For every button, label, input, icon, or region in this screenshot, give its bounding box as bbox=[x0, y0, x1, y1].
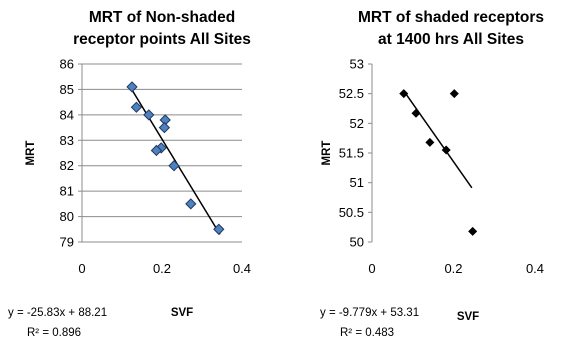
y-tick-label: 85 bbox=[60, 82, 74, 97]
r-squared-label: R² = 0.896 bbox=[27, 327, 81, 339]
x-tick-label: 0.2 bbox=[153, 261, 171, 276]
x-tick-label: 0 bbox=[78, 261, 85, 276]
y-tick-label: 81 bbox=[60, 184, 74, 199]
data-point bbox=[441, 145, 451, 155]
data-point bbox=[168, 160, 180, 172]
chart-title-line: at 1400 hrs All Sites bbox=[378, 31, 524, 48]
y-tick-label: 51.5 bbox=[339, 146, 364, 161]
data-point bbox=[143, 109, 155, 121]
y-tick-label: 83 bbox=[60, 133, 74, 148]
trendline-equation: y = -9.779x + 53.31 bbox=[320, 307, 419, 319]
x-axis-title: SVF bbox=[171, 307, 193, 319]
y-tick-label: 52 bbox=[350, 116, 364, 131]
data-point bbox=[468, 226, 478, 236]
chart-2: MRT of shaded receptors at 1400 hrs All S… bbox=[320, 9, 544, 339]
trendline-equation: y = -25.83x + 88.21 bbox=[8, 307, 107, 319]
data-point bbox=[449, 89, 459, 99]
data-point bbox=[213, 223, 225, 235]
data-point bbox=[150, 144, 163, 157]
x-tick-label: 0.2 bbox=[444, 261, 462, 276]
data-point bbox=[126, 81, 138, 93]
data-point bbox=[185, 198, 197, 210]
y-tick-label: 86 bbox=[60, 57, 74, 72]
data-point bbox=[399, 89, 409, 99]
data-point bbox=[425, 137, 435, 147]
chart-title-line: MRT of Non-shaded bbox=[89, 9, 235, 26]
y-tick-label: 50 bbox=[350, 235, 364, 250]
y-tick-label: 51 bbox=[350, 175, 364, 190]
r-squared-label: R² = 0.483 bbox=[340, 327, 394, 339]
data-point bbox=[411, 108, 421, 118]
y-tick-label: 79 bbox=[60, 235, 74, 250]
y-axis-title: MRT bbox=[321, 141, 333, 166]
trendline bbox=[403, 91, 473, 189]
data-point bbox=[130, 101, 143, 113]
x-tick-label: 0.4 bbox=[233, 261, 251, 276]
y-tick-label: 84 bbox=[60, 107, 74, 122]
x-tick-label: 0 bbox=[368, 261, 375, 276]
chart-1: MRT of Non-shaded receptor points All Sit… bbox=[8, 9, 251, 339]
data-point bbox=[158, 121, 171, 134]
y-axis-title: MRT bbox=[25, 141, 37, 166]
x-tick-label: 0.4 bbox=[526, 261, 544, 276]
y-tick-label: 52.5 bbox=[339, 86, 364, 101]
chart-title-line: MRT of shaded receptors bbox=[358, 9, 544, 26]
y-tick-label: 50.5 bbox=[339, 205, 364, 220]
y-tick-label: 82 bbox=[60, 158, 74, 173]
chart-title-line: receptor points All Sites bbox=[73, 31, 251, 48]
x-axis-title: SVF bbox=[457, 311, 479, 323]
trendline bbox=[129, 86, 221, 235]
data-point bbox=[159, 114, 171, 126]
y-tick-label: 80 bbox=[60, 209, 74, 224]
y-tick-label: 53 bbox=[350, 57, 364, 72]
